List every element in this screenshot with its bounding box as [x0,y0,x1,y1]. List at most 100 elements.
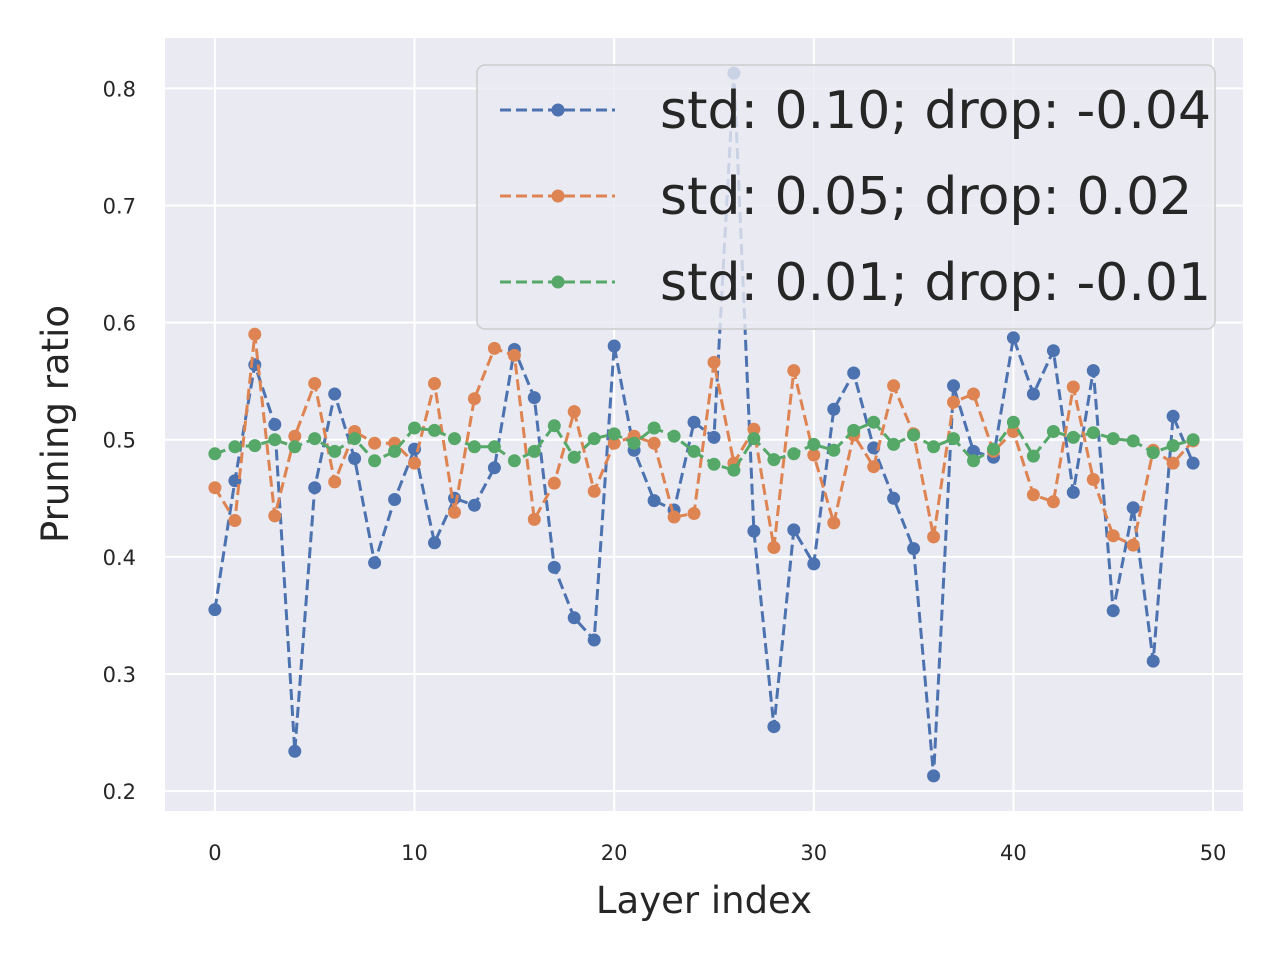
data-point [1066,380,1080,394]
data-point [627,436,641,450]
data-point [647,494,661,508]
data-point [887,379,901,393]
data-point [1006,415,1020,429]
data-point [807,437,821,451]
data-point [1186,433,1200,447]
data-point [428,536,441,550]
data-point [428,377,441,390]
data-point [328,475,342,489]
data-point [567,450,581,464]
data-point [348,452,362,465]
y-axis-ticks: 0.2 0.3 0.4 0.5 0.6 0.7 0.8 [103,77,136,804]
data-point [328,387,342,401]
data-point [388,444,402,458]
legend-label: std: 0.05; drop: 0.02 [660,167,1192,227]
legend-entry-1: std: 0.10; drop: -0.04 [500,81,1211,141]
data-point [947,432,960,446]
data-point [587,633,601,647]
y-axis-title: Pruning ratio [34,305,77,543]
data-point [328,444,342,458]
data-point [807,448,821,462]
x-tick-label: 40 [1000,841,1027,865]
y-tick-label: 0.3 [103,663,136,687]
legend-marker [551,103,565,117]
data-point [208,603,222,617]
data-point [1146,446,1160,460]
data-point [927,530,941,544]
data-point [767,720,781,734]
data-point [467,440,481,454]
data-point [208,447,222,461]
x-tick-label: 50 [1200,841,1227,865]
data-point [547,419,561,433]
legend-label: std: 0.10; drop: -0.04 [660,81,1211,141]
data-point [308,481,322,495]
data-point [547,476,561,490]
data-point [228,514,242,527]
data-point [867,441,881,455]
data-point [1026,387,1040,401]
data-point [248,327,262,341]
data-point [268,418,282,431]
data-point [448,505,461,519]
data-point [647,421,661,435]
x-axis-ticks: 0 10 20 30 40 50 [208,841,1226,865]
data-point [1126,501,1140,515]
data-point [887,437,901,451]
data-point [887,491,901,505]
data-point [448,491,461,505]
y-tick-label: 0.4 [103,546,136,570]
data-point [967,387,980,401]
data-point [428,423,441,437]
data-point [787,364,801,378]
legend-marker [551,275,565,289]
x-tick-label: 20 [601,841,628,865]
data-point [827,516,841,530]
data-point [847,366,861,380]
data-point [767,453,781,467]
y-tick-label: 0.2 [103,780,136,804]
x-tick-label: 30 [800,841,827,865]
data-point [547,560,561,574]
data-point [1026,488,1040,502]
data-point [967,454,980,468]
data-point [867,415,881,429]
data-point [1186,456,1200,470]
data-point [1046,344,1060,358]
data-point [408,421,421,435]
data-point [787,447,801,461]
data-point [707,355,721,369]
data-point [1166,456,1180,470]
data-point [987,442,1000,456]
data-point [667,510,681,524]
data-point [1106,432,1120,446]
data-point [248,439,262,453]
data-point [687,444,701,458]
data-point [567,611,581,625]
data-point [1166,409,1180,423]
data-point [1066,485,1080,499]
y-tick-label: 0.5 [103,429,136,453]
data-point [567,405,581,419]
data-point [647,436,661,450]
legend-box [476,64,1216,330]
data-point [827,443,841,457]
data-point [507,454,521,468]
data-point [767,541,781,554]
data-point [707,430,721,444]
y-tick-label: 0.6 [103,312,136,336]
legend-marker [551,189,565,203]
legend-entry-3: std: 0.01; drop: -0.01 [500,253,1211,313]
data-point [487,440,501,454]
data-point [1106,604,1120,618]
data-point [867,460,881,474]
data-point [747,432,761,446]
data-point [288,744,302,758]
data-point [927,440,941,454]
data-point [1066,430,1080,444]
data-point [487,461,501,475]
data-point [507,348,521,362]
data-point [1126,434,1140,448]
data-point [607,427,621,441]
